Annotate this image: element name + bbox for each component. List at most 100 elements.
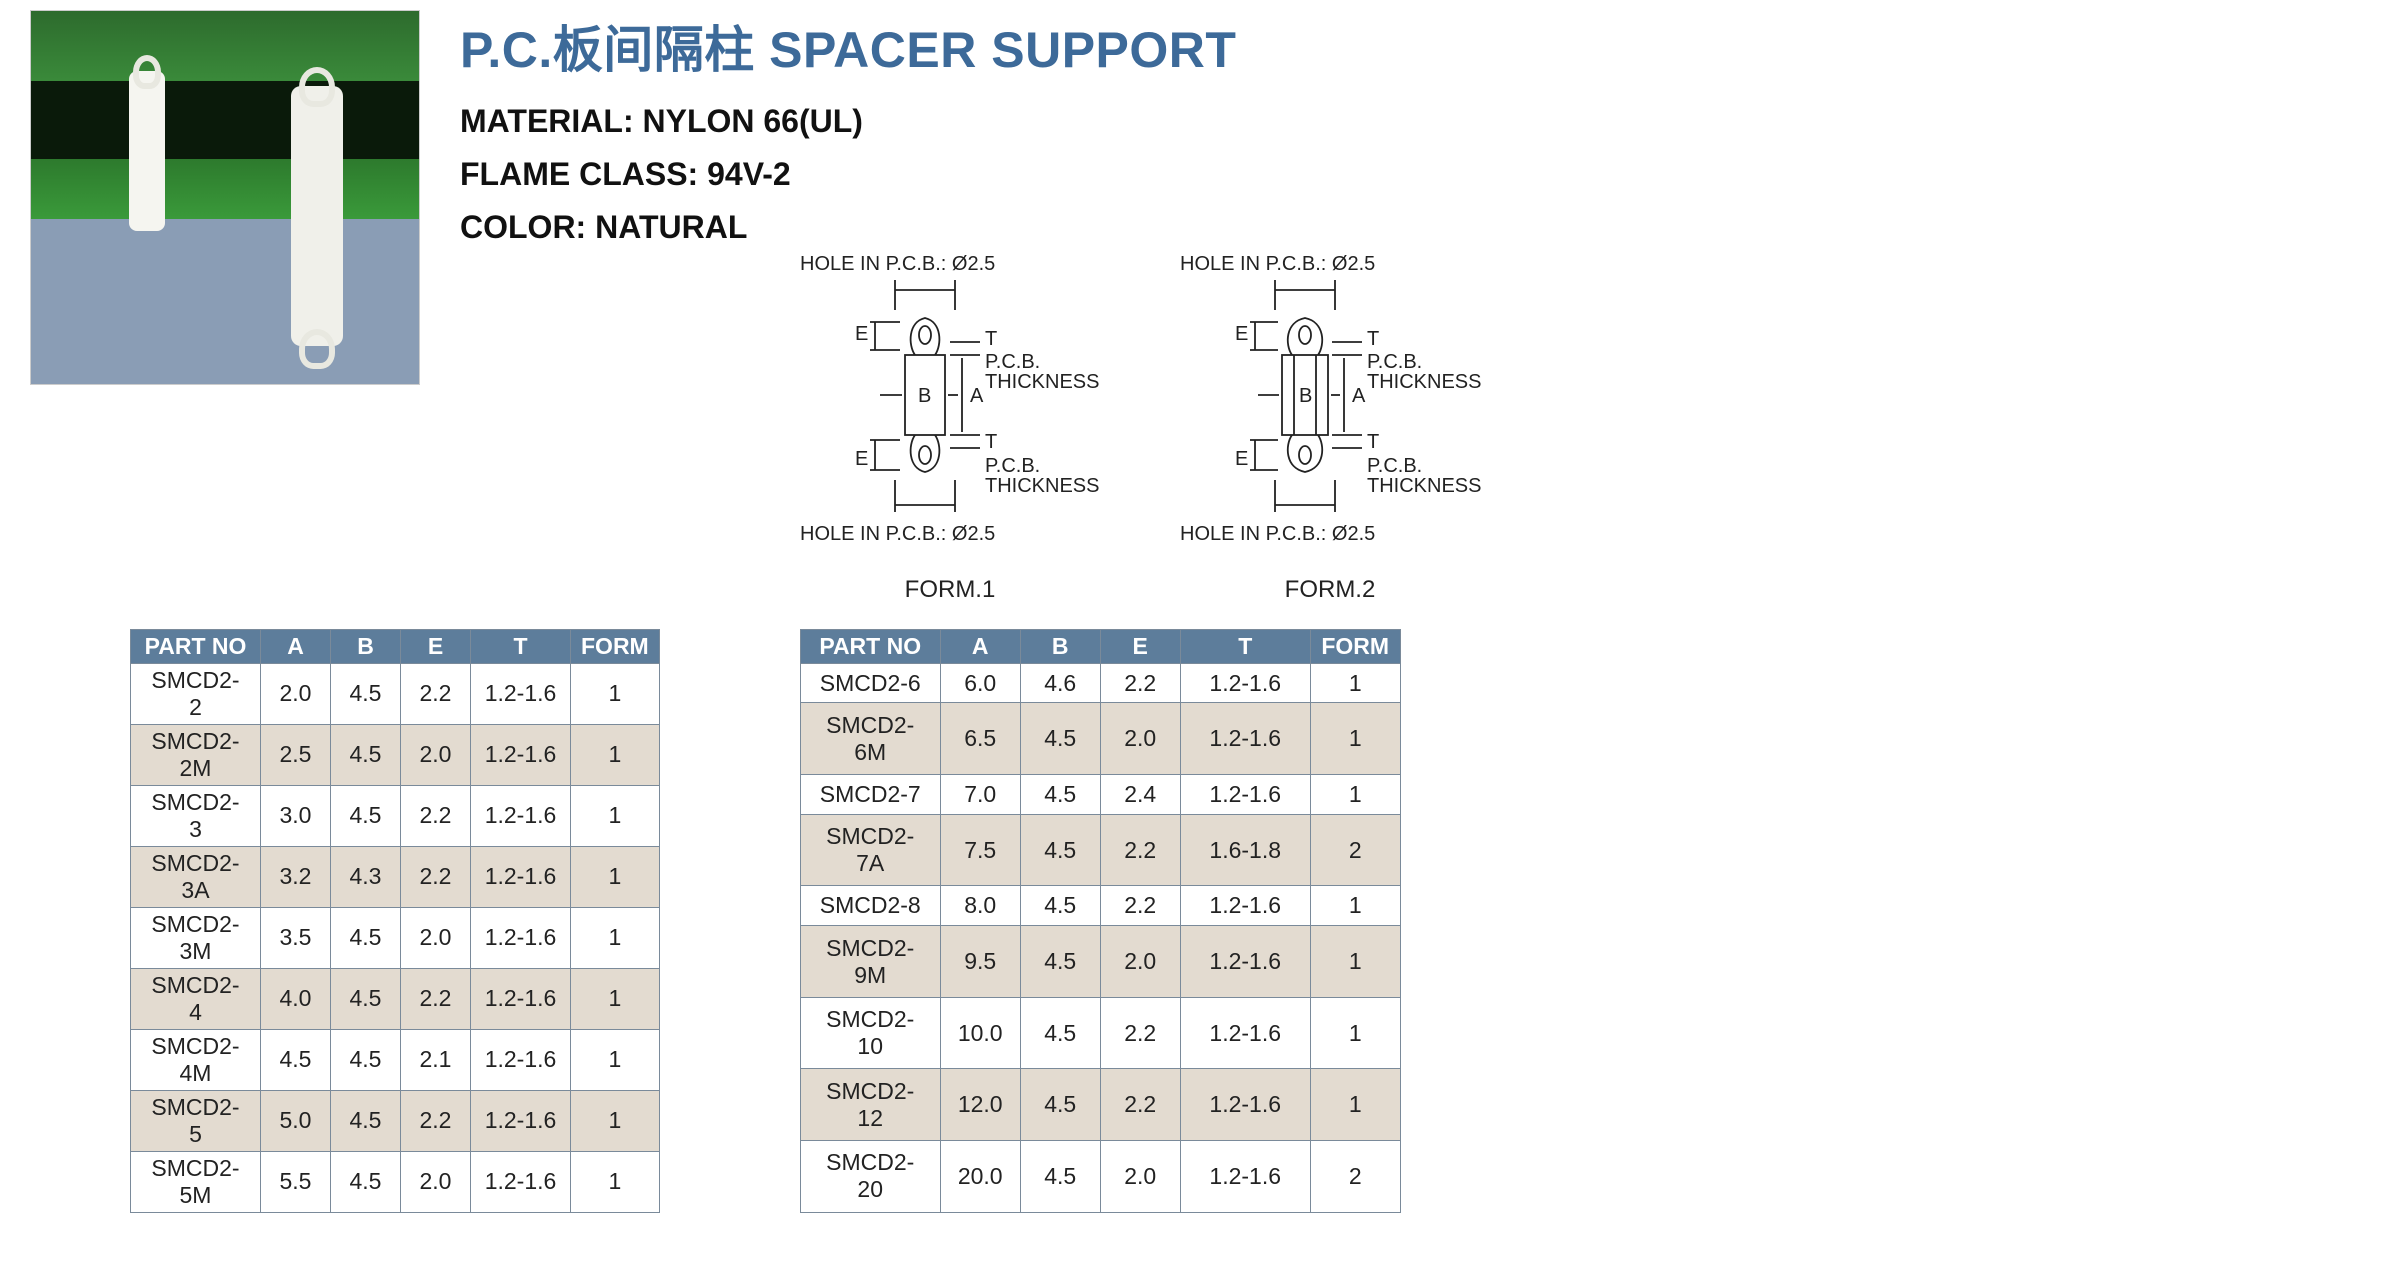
color-line: COLOR: NATURAL — [460, 206, 2361, 249]
form1-svg: HOLE IN P.C.B.: Ø2.5 B E — [780, 250, 1120, 570]
hole-label-bot: HOLE IN P.C.B.: Ø2.5 — [800, 523, 995, 545]
part-no-cell: SMCD2-4M — [131, 1029, 261, 1090]
value-cell: 2.2 — [1100, 1069, 1180, 1141]
value-cell: 2.5 — [261, 724, 331, 785]
value-cell: 2.0 — [401, 1151, 471, 1212]
part-no-cell: SMCD2-3M — [131, 907, 261, 968]
part-no-cell: SMCD2-2 — [131, 663, 261, 724]
value-cell: 4.5 — [331, 1151, 401, 1212]
value-cell: 4.5 — [331, 968, 401, 1029]
value-cell: 1.2-1.6 — [471, 846, 571, 907]
table-row: SMCD2-3A3.24.32.21.2-1.61 — [131, 846, 660, 907]
table-row: SMCD2-4M4.54.52.11.2-1.61 — [131, 1029, 660, 1090]
value-cell: 1.2-1.6 — [1180, 1140, 1310, 1212]
part-no-cell: SMCD2-4 — [131, 968, 261, 1029]
table-row: SMCD2-7A7.54.52.21.6-1.82 — [800, 814, 1400, 886]
pcb-thk-top2-2: THICKNESS — [1367, 371, 1481, 393]
value-cell: 1.2-1.6 — [471, 1090, 571, 1151]
value-cell: 1 — [1310, 997, 1400, 1069]
flame-value: 94V-2 — [707, 156, 791, 192]
dim-e-top: E — [855, 323, 868, 345]
part-no-cell: SMCD2-12 — [800, 1069, 940, 1141]
value-cell: 2 — [1310, 814, 1400, 886]
value-cell: 2.2 — [1100, 663, 1180, 703]
parts-table-right: PART NOABETFORMSMCD2-66.04.62.21.2-1.61S… — [800, 629, 1401, 1213]
value-cell: 2.0 — [261, 663, 331, 724]
value-cell: 6.5 — [940, 703, 1020, 775]
dim-a: A — [970, 385, 984, 407]
value-cell: 7.5 — [940, 814, 1020, 886]
dim-t-bot: T — [985, 431, 997, 453]
value-cell: 1.2-1.6 — [1180, 703, 1310, 775]
table-row: SMCD2-1010.04.52.21.2-1.61 — [800, 997, 1400, 1069]
value-cell: 4.5 — [331, 1029, 401, 1090]
value-cell: 2.2 — [401, 968, 471, 1029]
value-cell: 4.5 — [331, 1090, 401, 1151]
value-cell: 3.0 — [261, 785, 331, 846]
pcb-thk-bot-1: P.C.B. — [985, 455, 1040, 477]
value-cell: 4.5 — [1020, 814, 1100, 886]
part-no-cell: SMCD2-3 — [131, 785, 261, 846]
col-header: B — [331, 629, 401, 663]
material-line: MATERIAL: NYLON 66(UL) — [460, 100, 2361, 143]
value-cell: 2.2 — [401, 785, 471, 846]
part-no-cell: SMCD2-20 — [800, 1140, 940, 1212]
part-no-cell: SMCD2-5 — [131, 1090, 261, 1151]
value-cell: 1.2-1.6 — [471, 724, 571, 785]
value-cell: 1.2-1.6 — [471, 968, 571, 1029]
table-row: SMCD2-6M6.54.52.01.2-1.61 — [800, 703, 1400, 775]
value-cell: 4.5 — [331, 907, 401, 968]
form2-label: FORM.2 — [1285, 576, 1376, 604]
part-no-cell: SMCD2-6M — [800, 703, 940, 775]
value-cell: 2.0 — [1100, 1140, 1180, 1212]
value-cell: 1.2-1.6 — [1180, 774, 1310, 814]
tables-row: PART NOABETFORMSMCD2-22.04.52.21.2-1.61S… — [30, 629, 2361, 1213]
value-cell: 2 — [1310, 1140, 1400, 1212]
value-cell: 2.4 — [1100, 774, 1180, 814]
value-cell: 3.5 — [261, 907, 331, 968]
value-cell: 12.0 — [940, 1069, 1020, 1141]
value-cell: 1 — [571, 1090, 660, 1151]
value-cell: 1.2-1.6 — [1180, 926, 1310, 998]
col-header: B — [1020, 629, 1100, 663]
value-cell: 2.2 — [401, 1090, 471, 1151]
value-cell: 1.2-1.6 — [471, 907, 571, 968]
diagram-form1: HOLE IN P.C.B.: Ø2.5 B E — [780, 250, 1120, 604]
value-cell: 1.2-1.6 — [471, 663, 571, 724]
value-cell: 1 — [1310, 663, 1400, 703]
dim-e-top2: E — [1235, 323, 1248, 345]
table-row: SMCD2-44.04.52.21.2-1.61 — [131, 968, 660, 1029]
pcb-thk-top-2: THICKNESS — [985, 371, 1099, 393]
value-cell: 4.5 — [1020, 1069, 1100, 1141]
diagram-form2: HOLE IN P.C.B.: Ø2.5 B E — [1160, 250, 1500, 604]
part-no-cell: SMCD2-7 — [800, 774, 940, 814]
value-cell: 4.0 — [261, 968, 331, 1029]
table-row: SMCD2-2020.04.52.01.2-1.62 — [800, 1140, 1400, 1212]
value-cell: 3.2 — [261, 846, 331, 907]
value-cell: 2.0 — [1100, 703, 1180, 775]
value-cell: 1 — [571, 1029, 660, 1090]
value-cell: 4.5 — [1020, 926, 1100, 998]
dim-t-top2: T — [1367, 328, 1379, 350]
value-cell: 2.2 — [1100, 886, 1180, 926]
value-cell: 4.5 — [1020, 1140, 1100, 1212]
color-label: COLOR: — [460, 209, 586, 245]
value-cell: 2.0 — [1100, 926, 1180, 998]
value-cell: 2.2 — [401, 663, 471, 724]
page-title: P.C.板间隔柱 SPACER SUPPORT — [460, 10, 2361, 82]
dim-t-bot2: T — [1367, 431, 1379, 453]
value-cell: 1 — [571, 907, 660, 968]
value-cell: 8.0 — [940, 886, 1020, 926]
part-no-cell: SMCD2-10 — [800, 997, 940, 1069]
value-cell: 5.5 — [261, 1151, 331, 1212]
table-row: SMCD2-33.04.52.21.2-1.61 — [131, 785, 660, 846]
value-cell: 1 — [1310, 1069, 1400, 1141]
pcb-thk-bot2-2: THICKNESS — [1367, 475, 1481, 497]
pcb-thk-top-1: P.C.B. — [985, 351, 1040, 373]
hole-label-top: HOLE IN P.C.B.: Ø2.5 — [800, 253, 995, 275]
dim-e-bot2: E — [1235, 448, 1248, 470]
flame-label: FLAME CLASS: — [460, 156, 698, 192]
value-cell: 2.2 — [401, 846, 471, 907]
value-cell: 4.5 — [1020, 886, 1100, 926]
table-row: SMCD2-5M5.54.52.01.2-1.61 — [131, 1151, 660, 1212]
